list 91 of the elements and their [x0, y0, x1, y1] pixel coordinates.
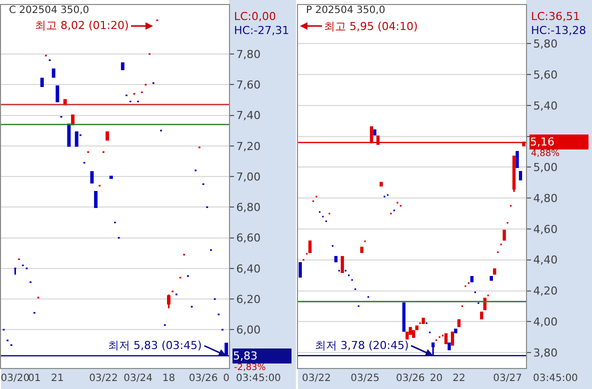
- candlestick: [56, 85, 60, 102]
- candlestick: [63, 99, 67, 106]
- candlestick: [492, 268, 496, 275]
- y-tick-label: 6,40: [236, 262, 261, 276]
- x-tick-label: 01: [28, 373, 41, 384]
- text: -2,83%: [234, 363, 266, 373]
- annotation: 최저 5,83 (03:45): [108, 339, 202, 352]
- candlestick: [298, 262, 302, 278]
- candlestick: [308, 240, 312, 253]
- candlestick: [74, 131, 78, 147]
- x-tick-label: 20: [430, 373, 443, 384]
- x-tick-label: 03/26: [396, 373, 425, 384]
- y-tick-label: 7,80: [236, 48, 261, 61]
- ref-line-label: 5,16: [530, 136, 554, 148]
- annotation: 최고 5,95 (04:10): [324, 20, 418, 33]
- candlestick: [512, 156, 516, 193]
- y-tick-label: 7,00: [236, 170, 261, 184]
- text: HC:-13,28: [531, 24, 586, 37]
- candlestick: [334, 256, 338, 262]
- candlestick: [109, 176, 113, 179]
- candlestick: [431, 342, 435, 356]
- text: HC:-27,31: [234, 24, 290, 37]
- candlestick: [340, 256, 344, 274]
- text: LC:0,00: [234, 10, 276, 23]
- x-tick-label: 0: [223, 373, 230, 384]
- y-tick-label: 5,40: [533, 99, 558, 112]
- y-tick-label: 6,80: [236, 201, 261, 214]
- candlestick: [13, 268, 17, 276]
- candlestick: [402, 302, 406, 332]
- y-tick-label: 6,20: [236, 292, 261, 306]
- x-tick-label: 18: [162, 373, 176, 384]
- chart-title: C 202504 350,0: [9, 5, 90, 16]
- candlestick: [516, 150, 519, 168]
- candlestick: [106, 131, 110, 141]
- candlestick: [444, 333, 448, 344]
- text: 03:45:00: [533, 373, 578, 384]
- candlestick: [480, 312, 484, 320]
- text: 03:45:00: [236, 373, 281, 384]
- y-tick-label: 5,60: [533, 68, 558, 82]
- candlestick: [67, 124, 71, 147]
- candlestick: [94, 191, 98, 208]
- text: 4,88%: [531, 149, 560, 159]
- candlestick: [450, 332, 454, 346]
- ref-line-label: 5,83: [233, 350, 258, 362]
- x-tick-label: 03/20: [0, 373, 30, 384]
- y-tick-label: 4,40: [533, 254, 558, 267]
- x-tick-label: 03/26: [188, 373, 218, 384]
- x-tick-label: 22: [452, 373, 466, 384]
- candlestick: [454, 328, 458, 334]
- y-tick-label: 3,80: [533, 346, 558, 360]
- candlestick: [120, 62, 124, 70]
- y-tick-label: 7,60: [236, 78, 261, 92]
- y-tick-label: 5,80: [533, 37, 558, 50]
- y-tick-label: 4,00: [533, 316, 558, 329]
- candlestick: [360, 246, 364, 253]
- y-tick-label: 4,60: [533, 222, 558, 236]
- x-tick-label: 03/25: [350, 373, 380, 384]
- candlestick: [40, 78, 44, 87]
- candlestick: [457, 319, 461, 328]
- candlestick: [448, 342, 451, 350]
- x-tick-label: 03/27: [493, 373, 522, 384]
- x-tick-label: 21: [51, 373, 64, 384]
- text: LC:36,51: [531, 10, 580, 23]
- y-tick-label: 5,00: [533, 161, 558, 174]
- candlestick: [470, 276, 474, 282]
- x-tick-label: 03/22: [89, 373, 118, 384]
- candlestick: [52, 68, 56, 78]
- candlestick: [412, 330, 416, 338]
- candlestick: [380, 182, 383, 187]
- y-tick-label: 4,20: [533, 284, 558, 298]
- y-tick-label: 7,40: [236, 109, 261, 122]
- y-tick-label: 7,20: [236, 140, 261, 153]
- candlestick: [490, 276, 493, 281]
- candlestick: [518, 171, 522, 180]
- candlestick: [422, 318, 425, 324]
- candlestick: [415, 325, 418, 330]
- annotation: 최저 3,78 (20:45): [315, 339, 409, 352]
- chart-title: P 202504 350,0: [306, 5, 386, 16]
- annotation: 최고 8,02 (01:20): [35, 19, 129, 32]
- y-tick-label: 4,80: [533, 192, 558, 205]
- candlestick: [373, 129, 376, 136]
- candlestick: [167, 294, 170, 310]
- candlestick: [224, 342, 228, 357]
- x-tick-label: 03/24: [124, 373, 152, 384]
- candlestick: [502, 230, 506, 241]
- y-tick-label: 6,60: [236, 232, 261, 245]
- candlestick: [71, 114, 75, 126]
- candlestick: [483, 298, 486, 310]
- y-tick-label: 6,00: [236, 324, 261, 337]
- candlestick: [90, 171, 94, 184]
- x-tick-label: 03/22: [302, 373, 331, 384]
